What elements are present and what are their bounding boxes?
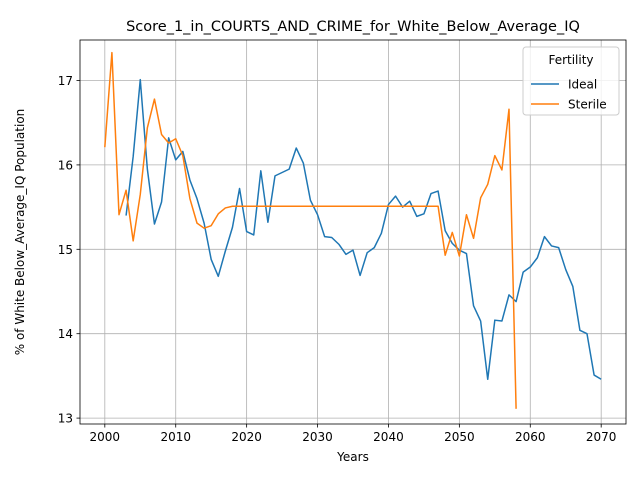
x-tick-label: 2000 bbox=[90, 430, 121, 444]
x-tick-label: 2060 bbox=[515, 430, 546, 444]
chart-title: Score_1_in_COURTS_AND_CRIME_for_White_Be… bbox=[126, 19, 580, 35]
x-tick-label: 2050 bbox=[444, 430, 475, 444]
x-tick-label: 2010 bbox=[160, 430, 191, 444]
x-tick-label: 2030 bbox=[302, 430, 333, 444]
y-tick-label: 14 bbox=[58, 327, 73, 341]
y-tick-label: 17 bbox=[58, 74, 73, 88]
legend-label-ideal: Ideal bbox=[568, 78, 597, 92]
x-tick-label: 2040 bbox=[373, 430, 404, 444]
plot-area-frame bbox=[79, 39, 627, 425]
legend-title: Fertility bbox=[548, 53, 593, 67]
series-line-sterile bbox=[104, 51, 517, 409]
x-tick-label: 2070 bbox=[586, 430, 617, 444]
legend-box bbox=[522, 46, 620, 116]
y-axis-label: % of White Below_Average_IQ Population bbox=[13, 109, 27, 356]
x-axis-label: Years bbox=[336, 450, 369, 464]
legend: Fertility Ideal Sterile bbox=[522, 46, 620, 116]
y-tick-label: 16 bbox=[58, 158, 73, 172]
series-lines bbox=[104, 51, 602, 409]
axis-ticks: 2000 2010 2020 2030 2040 2050 2060 2070 13 14 15 16… bbox=[58, 74, 617, 444]
series-line-ideal bbox=[125, 78, 602, 381]
y-tick-label: 15 bbox=[58, 243, 73, 257]
x-tick-label: 2020 bbox=[231, 430, 262, 444]
legend-label-sterile: Sterile bbox=[568, 98, 607, 112]
y-tick-label: 13 bbox=[58, 412, 73, 426]
